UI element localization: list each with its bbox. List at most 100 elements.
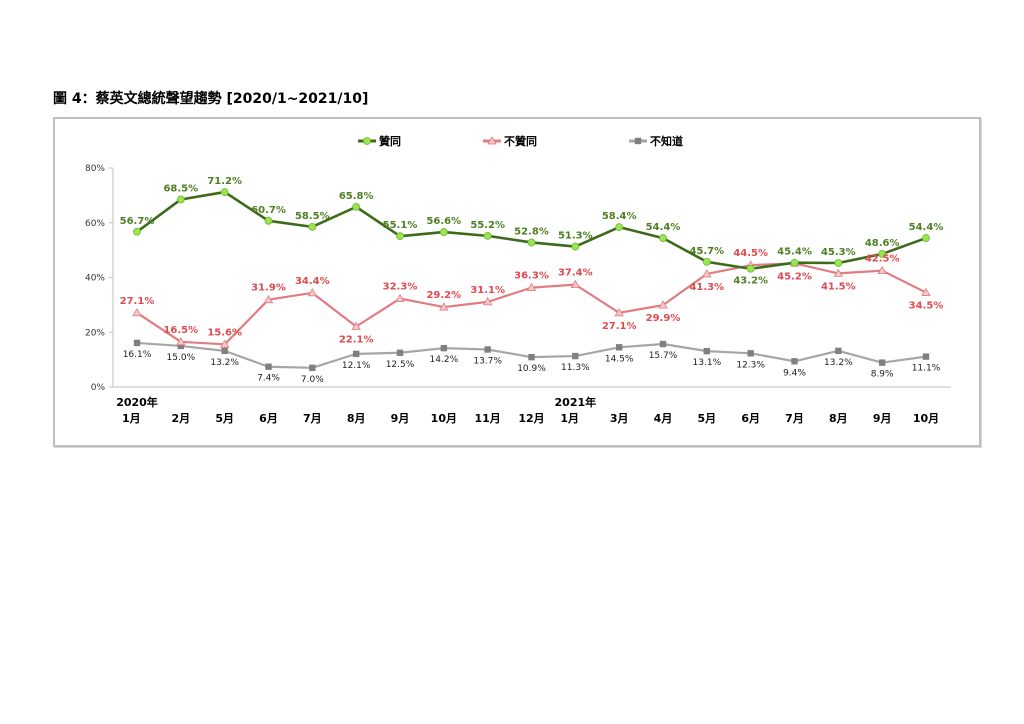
data-label-approve: 51.3%: [558, 231, 593, 242]
data-label-unknown: 13.7%: [473, 356, 502, 366]
data-point: [483, 231, 492, 240]
data-point: [132, 308, 142, 317]
data-label-disapprove: 31.9%: [251, 283, 286, 294]
data-point: [263, 294, 274, 304]
data-point: [833, 268, 844, 277]
data-point: [528, 353, 535, 361]
x-tick-label: 9月: [873, 412, 892, 425]
data-label-unknown: 15.0%: [167, 353, 196, 363]
data-point: [176, 337, 186, 346]
legend-label: 不贊同: [504, 134, 537, 148]
data-label-unknown: 13.2%: [210, 358, 239, 368]
data-point: [834, 259, 843, 267]
x-tick-label-year: 2020年: [116, 395, 158, 409]
data-label-unknown: 15.7%: [649, 351, 678, 361]
data-label-approve: 54.4%: [646, 222, 681, 233]
data-label-disapprove: 42.5%: [865, 254, 900, 265]
data-point: [659, 234, 667, 242]
data-point: [702, 269, 712, 278]
legend-marker: [363, 137, 371, 145]
data-point: [746, 264, 755, 273]
page-title: 圖 4：蔡英文總統聲望趨勢 [2020/1~2021/10]: [53, 91, 369, 107]
y-tick-label: 40%: [85, 274, 105, 284]
x-tick-label: 5月: [698, 412, 717, 425]
data-label-unknown: 14.2%: [430, 355, 459, 365]
data-label-approve: 56.7%: [120, 216, 155, 227]
x-tick-label: 10月: [913, 412, 939, 425]
data-point: [220, 188, 229, 196]
x-tick-label: 10月: [431, 412, 457, 425]
legend-label: 不知道: [650, 134, 683, 148]
x-tick-label: 8月: [347, 412, 366, 425]
data-label-disapprove: 31.1%: [470, 285, 505, 296]
x-tick-label: 5月: [215, 412, 234, 425]
data-point: [308, 222, 317, 231]
data-point: [133, 339, 141, 347]
data-point: [921, 287, 931, 296]
x-tick-label: 2月: [172, 412, 191, 425]
x-tick-label: 1月: [122, 412, 141, 425]
data-label-approve: 55.1%: [383, 220, 418, 231]
data-point: [703, 347, 711, 355]
x-tick-label: 6月: [259, 412, 278, 425]
line-chart: 0% 20% 40% 60% 80% 2020年 1月 2月 5月 6月 7月 8月 9月 10月 11月 1…: [85, 134, 951, 425]
data-point: [527, 238, 536, 247]
data-label-unknown: 10.9%: [517, 364, 546, 374]
data-label-approve: 58.5%: [295, 211, 330, 222]
data-point: [395, 293, 405, 302]
x-tick-label: 7月: [303, 412, 322, 425]
data-label-disapprove: 29.2%: [426, 290, 461, 301]
data-point: [878, 359, 886, 366]
data-point: [526, 282, 537, 292]
data-point: [219, 339, 230, 348]
data-label-unknown: 9.4%: [783, 368, 806, 378]
data-label-unknown: 13.1%: [693, 358, 722, 368]
data-point: [351, 321, 361, 330]
x-tick-label: 1月: [560, 412, 579, 425]
data-label-disapprove: 45.2%: [777, 271, 812, 282]
data-label-unknown: 7.0%: [301, 375, 324, 385]
data-point: [484, 346, 491, 353]
legend-marker: [487, 136, 497, 145]
legend-marker: [634, 137, 642, 145]
data-point: [615, 344, 623, 351]
data-label-approve: 71.2%: [207, 176, 242, 187]
data-point: [571, 242, 580, 251]
data-point: [790, 258, 799, 267]
x-tick-label: 4月: [654, 412, 673, 425]
data-label-approve: 48.6%: [865, 238, 900, 249]
data-label-disapprove: 36.3%: [514, 271, 549, 282]
data-point: [176, 195, 185, 204]
data-label-disapprove: 41.3%: [689, 282, 724, 293]
data-label-unknown: 11.3%: [561, 363, 590, 373]
data-label-approve: 52.8%: [514, 226, 549, 237]
data-label-unknown: 8.9%: [871, 370, 894, 380]
x-tick-label: 8月: [829, 412, 848, 425]
data-label-approve: 54.4%: [909, 222, 944, 233]
data-label-disapprove: 29.9%: [646, 313, 681, 324]
y-tick-label: 0%: [91, 383, 106, 393]
data-point: [877, 265, 887, 275]
data-label-disapprove: 27.1%: [120, 296, 155, 307]
data-point: [615, 223, 624, 232]
x-tick-label: 9月: [391, 412, 410, 425]
x-tick-label: 3月: [610, 412, 629, 425]
legend-label: 贊同: [379, 134, 401, 148]
data-label-unknown: 11.1%: [912, 364, 941, 374]
data-label-disapprove: 15.6%: [207, 327, 242, 338]
data-point: [922, 353, 930, 360]
data-point: [440, 344, 448, 352]
data-label-unknown: 13.2%: [824, 358, 853, 368]
data-point: [307, 288, 318, 297]
x-tick-label: 6月: [741, 412, 760, 425]
x-tick-label: 7月: [785, 412, 804, 425]
y-tick-label: 80%: [85, 164, 105, 174]
data-point: [835, 347, 842, 355]
data-point: [309, 364, 316, 372]
data-point: [177, 342, 185, 350]
data-point: [570, 279, 581, 289]
data-label-disapprove: 32.3%: [383, 282, 418, 293]
data-point: [439, 302, 449, 311]
data-label-approve: 56.6%: [426, 216, 461, 227]
data-label-approve: 45.3%: [821, 247, 856, 258]
